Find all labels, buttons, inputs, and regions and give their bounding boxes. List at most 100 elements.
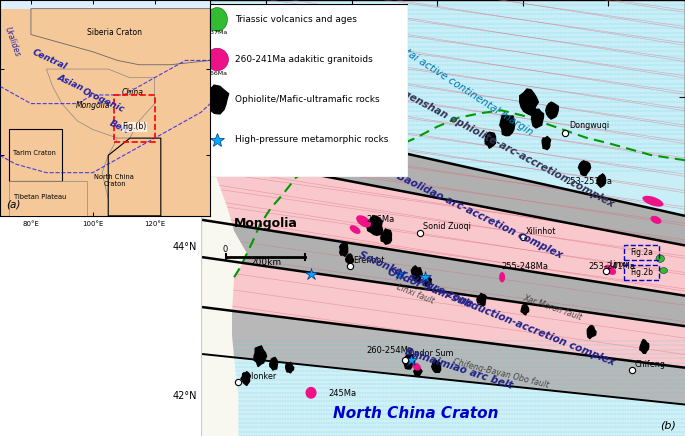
Text: Solonker suture zone: Solonker suture zone	[357, 250, 475, 309]
Polygon shape	[366, 216, 383, 235]
Text: Xar Moron fault: Xar Moron fault	[522, 294, 583, 323]
Text: 256Ma: 256Ma	[366, 215, 395, 225]
Text: Bainaimiao arc belt: Bainaimiao arc belt	[403, 347, 514, 391]
Polygon shape	[640, 339, 649, 353]
Text: Ondor Sum subduction-accretion complex: Ondor Sum subduction-accretion complex	[386, 266, 616, 367]
Polygon shape	[477, 293, 486, 306]
Polygon shape	[587, 326, 596, 339]
Ellipse shape	[643, 196, 664, 207]
Polygon shape	[202, 0, 247, 436]
Ellipse shape	[656, 255, 664, 262]
Text: 253-251Ma: 253-251Ma	[565, 177, 612, 186]
Ellipse shape	[356, 215, 371, 228]
Text: Siberia Craton: Siberia Craton	[87, 27, 142, 37]
Text: Hegenshan ophiolite-arc-accretion complex: Hegenshan ophiolite-arc-accretion comple…	[387, 82, 616, 209]
Polygon shape	[10, 129, 62, 181]
Polygon shape	[0, 9, 210, 216]
Text: Solonker: Solonker	[242, 372, 277, 381]
Polygon shape	[202, 354, 685, 436]
Polygon shape	[202, 220, 685, 326]
Text: Asian: Asian	[55, 73, 85, 92]
Ellipse shape	[660, 268, 667, 273]
Polygon shape	[432, 360, 440, 372]
Polygon shape	[381, 229, 391, 244]
Text: Triassic volcanics and ages: Triassic volcanics and ages	[234, 15, 356, 24]
Text: 237Ma: 237Ma	[206, 31, 228, 35]
Text: Xilinhot: Xilinhot	[526, 227, 556, 235]
Text: Tibetan Plateau: Tibetan Plateau	[14, 194, 66, 200]
Text: Mongolia: Mongolia	[234, 217, 298, 230]
Ellipse shape	[604, 265, 616, 275]
Text: 200km: 200km	[250, 258, 281, 266]
Polygon shape	[202, 0, 685, 216]
Polygon shape	[532, 109, 543, 128]
Polygon shape	[485, 132, 495, 148]
Text: Mongolia: Mongolia	[75, 101, 110, 110]
Text: Uliastai active continental margin: Uliastai active continental margin	[382, 34, 535, 138]
Ellipse shape	[207, 7, 227, 31]
Text: 255-248Ma: 255-248Ma	[501, 262, 548, 271]
Polygon shape	[414, 367, 422, 376]
Text: Central: Central	[31, 47, 68, 71]
Polygon shape	[340, 243, 348, 256]
Text: Orogenic: Orogenic	[80, 87, 125, 114]
Polygon shape	[270, 358, 277, 370]
Polygon shape	[286, 362, 294, 373]
Polygon shape	[346, 254, 353, 265]
Polygon shape	[202, 153, 685, 296]
Polygon shape	[597, 174, 606, 187]
Polygon shape	[108, 138, 161, 216]
Polygon shape	[578, 161, 590, 176]
Text: 266Ma: 266Ma	[207, 71, 227, 75]
Polygon shape	[500, 115, 514, 136]
Polygon shape	[542, 136, 551, 150]
Text: Dongwuqi: Dongwuqi	[569, 122, 609, 130]
Polygon shape	[546, 102, 558, 119]
Ellipse shape	[306, 387, 316, 399]
Text: Linxi fault: Linxi fault	[396, 282, 436, 305]
Ellipse shape	[651, 216, 662, 224]
Text: 245Ma: 245Ma	[328, 389, 356, 398]
Polygon shape	[202, 108, 685, 245]
Text: North China Craton: North China Craton	[333, 406, 499, 421]
Text: China: China	[122, 88, 144, 97]
Text: Chifeng: Chifeng	[635, 360, 666, 369]
Polygon shape	[202, 257, 685, 368]
Text: Baolidao arc-accretion complex: Baolidao arc-accretion complex	[395, 171, 564, 261]
Polygon shape	[102, 138, 161, 216]
Text: Uralides: Uralides	[3, 26, 22, 58]
Polygon shape	[10, 181, 86, 216]
Text: Sonid Zuoqi: Sonid Zuoqi	[423, 222, 471, 231]
Text: Tarim Craton: Tarim Craton	[12, 150, 55, 157]
Text: Belt: Belt	[108, 119, 131, 136]
Text: Fig.2b: Fig.2b	[630, 268, 653, 277]
Ellipse shape	[349, 225, 360, 234]
Text: 260-241Ma adakitic granitoids: 260-241Ma adakitic granitoids	[234, 55, 373, 64]
Text: North China
Craton: North China Craton	[95, 174, 134, 187]
Polygon shape	[207, 85, 229, 114]
Text: (b): (b)	[660, 421, 677, 430]
Polygon shape	[241, 372, 250, 385]
Text: Chifeng-Bayan Obo fault: Chifeng-Bayan Obo fault	[452, 357, 550, 389]
Polygon shape	[47, 69, 155, 138]
Polygon shape	[424, 276, 432, 287]
Polygon shape	[254, 346, 266, 367]
Ellipse shape	[412, 363, 421, 371]
Text: Ophiolite/Mafic-ultramafic rocks: Ophiolite/Mafic-ultramafic rocks	[234, 95, 379, 105]
Text: High-pressure metamorphic rocks: High-pressure metamorphic rocks	[234, 136, 388, 144]
Text: Fig.(b): Fig.(b)	[123, 123, 147, 132]
Text: 260-254Ma: 260-254Ma	[366, 346, 414, 355]
Text: Erenhot: Erenhot	[353, 255, 384, 265]
Text: Ondor Sum: Ondor Sum	[408, 350, 454, 358]
Polygon shape	[521, 304, 529, 315]
Polygon shape	[202, 307, 685, 405]
Text: Linxi: Linxi	[610, 260, 628, 269]
Text: (a): (a)	[6, 199, 21, 209]
Polygon shape	[411, 266, 422, 282]
Text: 253-241Ma: 253-241Ma	[589, 262, 636, 271]
Text: Fig.2a: Fig.2a	[630, 248, 653, 257]
Polygon shape	[31, 9, 210, 65]
Ellipse shape	[206, 48, 228, 71]
Polygon shape	[520, 89, 538, 115]
Ellipse shape	[499, 272, 505, 283]
